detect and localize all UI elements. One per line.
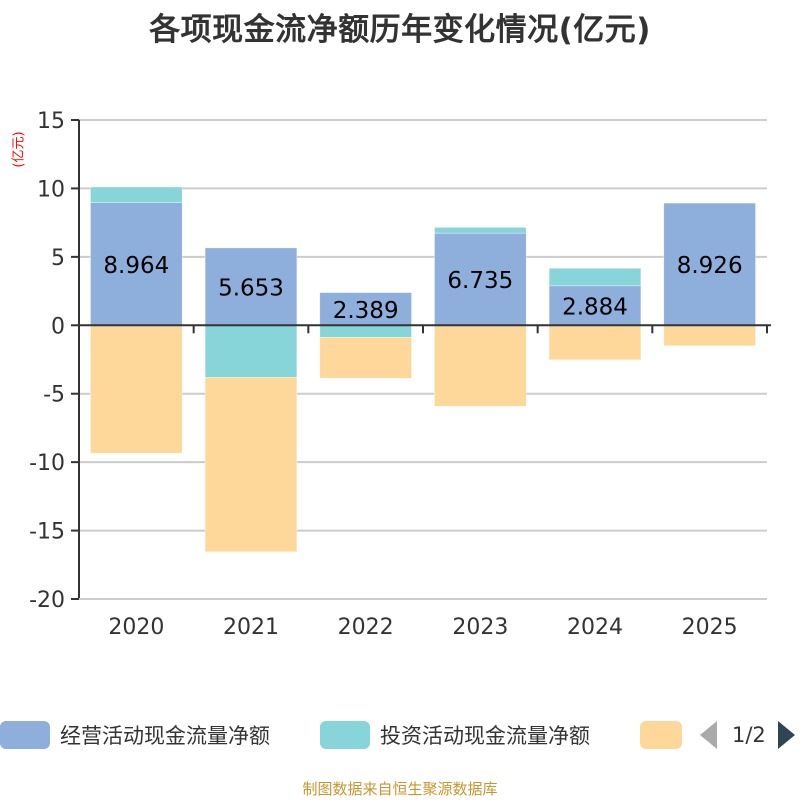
- axes: 15 10 5 0 -5 -10 -15 -20 2020 2021 2022 2023 2024 202…: [29, 109, 771, 640]
- bar-segment: [548, 324, 642, 361]
- bar-segment: [434, 324, 527, 407]
- data-label: 8.926: [677, 253, 743, 279]
- bar-segment: [434, 232, 527, 326]
- x-tick-label: 2022: [338, 615, 394, 640]
- stacked-bar-chart: 15 10 5 0 -5 -10 -15 -20 2020 2021 2022 2023 2024 202…: [29, 109, 771, 640]
- legend-item-operating[interactable]: 经营活动现金流量净额: [0, 720, 270, 750]
- legend-label-investing: 投资活动现金流量净额: [380, 724, 590, 748]
- y-tick-label: 15: [37, 109, 65, 134]
- data-labels: 8.964 5.653 2.389 6.735 2.884 8.926: [103, 253, 742, 324]
- bars: [90, 186, 756, 553]
- x-tick-label: 2024: [567, 615, 623, 640]
- y-tick-label: -15: [29, 520, 65, 545]
- bar-segment: [204, 247, 298, 326]
- x-tick-label: 2023: [452, 615, 508, 640]
- legend-item-financing[interactable]: [640, 720, 682, 750]
- legend: 经营活动现金流量净额 投资活动现金流量净额: [0, 714, 800, 754]
- legend-swatch-investing: [320, 721, 370, 749]
- bar-segment: [204, 324, 298, 378]
- bar-segment: [663, 324, 756, 347]
- y-tick-label: -10: [29, 451, 65, 476]
- chart-title: 各项现金流净额历年变化情况(亿元): [149, 12, 651, 48]
- x-tick-label: 2025: [682, 615, 738, 640]
- data-label: 2.884: [562, 295, 628, 321]
- data-label: 8.964: [103, 253, 169, 279]
- bar-segment: [663, 202, 756, 326]
- bar-segment: [548, 285, 642, 326]
- legend-pager: 1/2: [700, 720, 795, 750]
- legend-prev-page-icon[interactable]: [700, 721, 717, 749]
- legend-label-operating: 经营活动现金流量净额: [60, 724, 270, 748]
- data-label: 2.389: [333, 298, 399, 324]
- legend-swatch-operating: [0, 721, 50, 749]
- y-tick-label: 10: [37, 177, 65, 202]
- data-label: 6.735: [447, 268, 513, 294]
- legend-item-investing[interactable]: 投资活动现金流量净额: [320, 720, 590, 750]
- legend-next-page-icon[interactable]: [777, 721, 795, 749]
- legend-swatch-financing: [640, 721, 682, 749]
- bar-segment: [90, 186, 183, 203]
- bar-segment: [434, 227, 527, 234]
- y-tick-label: 0: [51, 314, 65, 339]
- bar-segment: [548, 267, 642, 287]
- y-tick-label: -5: [43, 383, 65, 408]
- bar-segment: [319, 324, 412, 338]
- bar-segment: [319, 337, 412, 379]
- y-tick-label: 5: [51, 246, 65, 271]
- data-source-footer: 制图数据来自恒生聚源数据库: [302, 780, 498, 798]
- data-label: 5.653: [218, 276, 284, 302]
- legend-page-indicator: 1/2: [732, 723, 766, 747]
- y-tick-label: -20: [29, 588, 65, 613]
- x-tick-label: 2020: [108, 615, 164, 640]
- bar-segment: [90, 324, 183, 454]
- bar-segment: [204, 376, 298, 553]
- x-tick-label: 2021: [223, 615, 279, 640]
